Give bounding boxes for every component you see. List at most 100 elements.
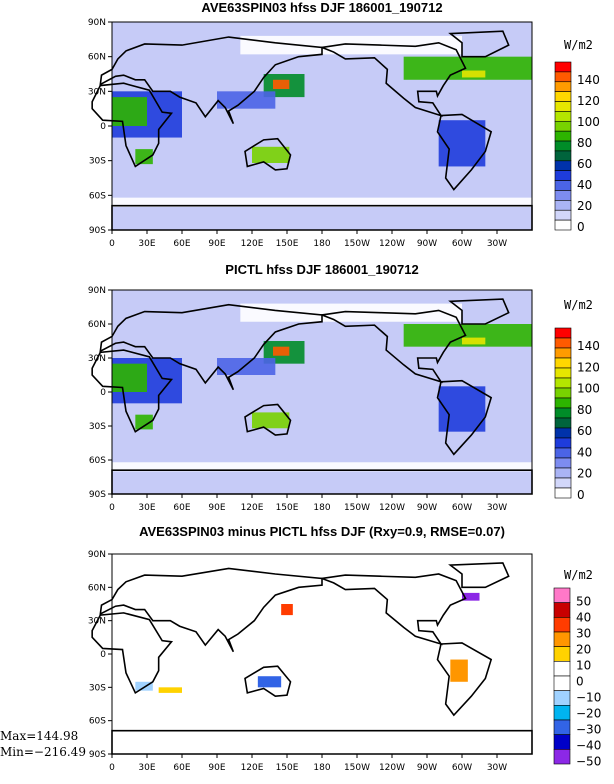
colorbar-bin (554, 417, 572, 429)
colorbar-bin (554, 407, 572, 419)
coastline-5 (244, 403, 292, 436)
coastline-2 (318, 41, 467, 118)
lat-label: 30N (88, 87, 106, 97)
lat-label: 60N (88, 320, 106, 330)
lat-label: 30S (89, 683, 106, 693)
colorbar-label: 20 (576, 642, 591, 656)
colorbar-label: −20 (576, 706, 601, 720)
lat-label: 30S (89, 422, 106, 432)
colorbar-label: 80 (577, 136, 592, 150)
colorbar-bin (554, 477, 572, 489)
colorbar-bin (554, 170, 572, 181)
colorbar-label: 40 (576, 610, 591, 624)
lon-label: 150W (344, 239, 370, 249)
coastline-3 (448, 298, 510, 325)
coastline-4 (436, 642, 493, 717)
lon-label: 180 (313, 239, 330, 249)
lon-label: 90E (208, 503, 225, 513)
colorbar-label: 140 (577, 339, 600, 353)
colorbar-bin (554, 81, 572, 92)
panel-2-title: PICTL hfss DJF 186001_190712 (225, 262, 419, 277)
colorbar-bin (554, 337, 572, 349)
lon-label: 0 (109, 503, 115, 513)
colorbar: 50 40 30 20 10 0 −10 −20 −30 −40 −50 (553, 587, 601, 768)
colorbar-bin (553, 675, 571, 691)
lon-label: 90W (417, 239, 437, 249)
coastline-1 (99, 303, 323, 391)
coastline-3 (448, 562, 510, 589)
colorbar-bin (554, 130, 572, 142)
colorbar-bin (554, 367, 572, 379)
colorbar-bin (554, 219, 572, 231)
colorbar-bin (554, 397, 572, 409)
colorbar-bin (553, 661, 571, 677)
colorbar-bin (554, 111, 572, 122)
colorbar-label: 140 (577, 73, 600, 87)
colorbar-bin (553, 690, 571, 706)
colorbar-bin (554, 101, 572, 112)
panel-1-units: W/m2 (564, 38, 593, 52)
lon-label: 30W (487, 503, 507, 513)
colorbar-bin (553, 719, 571, 735)
lon-label: 120E (241, 503, 264, 513)
coastline-4 (436, 379, 493, 456)
lon-label: 0 (109, 763, 115, 773)
lat-label: 60S (89, 717, 106, 727)
coastline-1 (99, 567, 323, 653)
colorbar-bin (554, 347, 572, 359)
lon-label: 30E (138, 239, 155, 249)
colorbar-bin (553, 587, 571, 603)
colorbar-bin (554, 150, 572, 162)
colorbar-bin (554, 61, 572, 73)
colorbar-bin (554, 91, 572, 102)
colorbar-label: −40 (576, 738, 601, 752)
colorbar-label: 120 (577, 360, 600, 374)
coastline-0 (91, 612, 174, 695)
colorbar-label: 20 (577, 467, 592, 481)
lon-label: 60E (173, 239, 190, 249)
lon-label: 120E (241, 239, 264, 249)
panel-1: AVE63SPIN03 hfss DJF 186001_190712 90N 60… (0, 0, 614, 260)
lat-label: 60N (88, 53, 106, 63)
colorbar-label: 0 (576, 674, 584, 688)
panel-2-units: W/m2 (564, 298, 593, 312)
lon-label: 150W (344, 763, 370, 773)
coastline-5 (244, 137, 292, 171)
colorbar-label: −10 (576, 690, 601, 704)
colorbar-label: 10 (576, 658, 591, 672)
lon-label: 90W (417, 763, 437, 773)
lon-label: 150E (276, 503, 299, 513)
lon-label: 60W (452, 763, 472, 773)
colorbar-label: 0 (577, 220, 585, 234)
colorbar-bin (554, 377, 572, 389)
colorbar-bin (554, 427, 572, 439)
colorbar-bin (554, 467, 572, 479)
colorbar-label: 120 (577, 94, 600, 108)
colorbar-bin (554, 160, 572, 172)
lon-label: 60W (452, 503, 472, 513)
lon-label: 120W (379, 763, 405, 773)
colorbar-label: 40 (577, 178, 592, 192)
lon-label: 90E (208, 763, 225, 773)
lat-label: 90N (88, 286, 106, 296)
panel-3-units: W/m2 (564, 568, 593, 582)
lat-label: 30N (88, 354, 106, 364)
lon-label: 150E (276, 763, 299, 773)
colorbar-label: 100 (577, 382, 600, 396)
colorbar: 140 120 100 80 60 40 20 0 (554, 327, 600, 502)
max-label: Max=144.98 (0, 729, 79, 743)
colorbar-label: 60 (577, 424, 592, 438)
colorbar-bin (554, 140, 572, 152)
lat-label: 90N (88, 550, 106, 560)
panel-3: AVE63SPIN03 minus PICTL hfss DJF (Rxy=0.… (0, 524, 614, 784)
lon-label: 60E (173, 503, 190, 513)
lat-label: 30N (88, 617, 106, 627)
lat-label: 60S (89, 191, 106, 201)
colorbar: 140 120 100 80 60 40 20 0 (554, 61, 600, 234)
colorbar-bin (554, 120, 572, 132)
lon-label: 60W (452, 239, 472, 249)
lon-label: 30E (138, 503, 155, 513)
colorbar-label: −30 (576, 722, 601, 736)
colorbar-bin (553, 734, 571, 750)
